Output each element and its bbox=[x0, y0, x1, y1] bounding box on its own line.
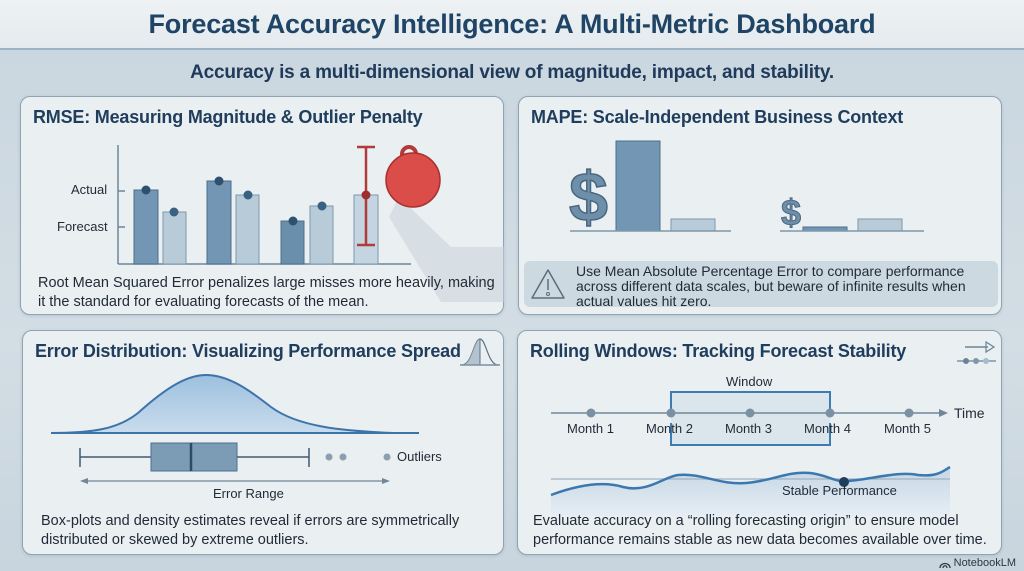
page-subtitle: Accuracy is a multi-dimensional view of … bbox=[190, 62, 834, 83]
mape-scale-chart: $ $ bbox=[568, 140, 924, 237]
dollar-icon-large: $ bbox=[569, 158, 608, 236]
rmse-description: Root Mean Squared Error penalizes large … bbox=[38, 275, 495, 310]
warning-icon bbox=[531, 269, 565, 299]
density-boxplot bbox=[50, 373, 419, 484]
rolling-panel: Rolling Windows: Tracking Forecast Stabi… bbox=[517, 330, 1002, 555]
bell-curve-icon bbox=[460, 338, 500, 366]
month-label-5: Month 5 bbox=[884, 421, 931, 436]
month-label-1: Month 1 bbox=[567, 421, 614, 436]
rmse-panel: RMSE: Measuring Magnitude & Outlier Pena… bbox=[20, 96, 505, 315]
mape-panel: MAPE: Scale-Independent Business Context… bbox=[518, 96, 1002, 315]
notebooklm-watermark: NotebookLM bbox=[938, 557, 1016, 569]
watermark-text: NotebookLM bbox=[953, 557, 1016, 569]
error-range-label: Error Range bbox=[213, 486, 284, 501]
y-label-actual: Actual bbox=[71, 182, 108, 197]
y-label-forecast: Forecast bbox=[57, 219, 108, 234]
distribution-description: Box-plots and density estimates reveal i… bbox=[41, 513, 460, 548]
page-title: Forecast Accuracy Intelligence: A Multi-… bbox=[148, 8, 876, 39]
header: Forecast Accuracy Intelligence: A Multi-… bbox=[0, 0, 1024, 50]
month-label-3: Month 3 bbox=[725, 421, 772, 436]
outliers-label: Outliers bbox=[397, 449, 442, 464]
rolling-title: Rolling Windows: Tracking Forecast Stabi… bbox=[530, 341, 907, 361]
notebooklm-logo-icon bbox=[938, 562, 951, 568]
rmse-bar-chart bbox=[117, 145, 505, 302]
subtitle-bar: Accuracy is a multi-dimensional view of … bbox=[0, 52, 1024, 94]
rolling-description: Evaluate accuracy on a “rolling forecast… bbox=[533, 513, 987, 548]
distribution-title: Error Distribution: Visualizing Performa… bbox=[35, 341, 461, 361]
window-label: Window bbox=[726, 374, 773, 389]
mape-description: Use Mean Absolute Percentage Error to co… bbox=[576, 263, 966, 309]
mape-title: MAPE: Scale-Independent Business Context bbox=[531, 107, 904, 127]
mape-warning-box: Use Mean Absolute Percentage Error to co… bbox=[524, 261, 998, 309]
dollar-icon-small: $ bbox=[781, 192, 801, 233]
month-label-2: Month 2 bbox=[646, 421, 693, 436]
month-label-4: Month 4 bbox=[804, 421, 851, 436]
distribution-panel: Error Distribution: Visualizing Performa… bbox=[22, 330, 504, 555]
rmse-title: RMSE: Measuring Magnitude & Outlier Pena… bbox=[33, 107, 423, 127]
timeline-arrow-icon bbox=[957, 340, 996, 364]
weight-icon bbox=[385, 145, 505, 302]
rolling-window-chart bbox=[550, 391, 951, 516]
time-label: Time bbox=[954, 405, 985, 421]
stable-performance-label: Stable Performance bbox=[782, 483, 897, 498]
